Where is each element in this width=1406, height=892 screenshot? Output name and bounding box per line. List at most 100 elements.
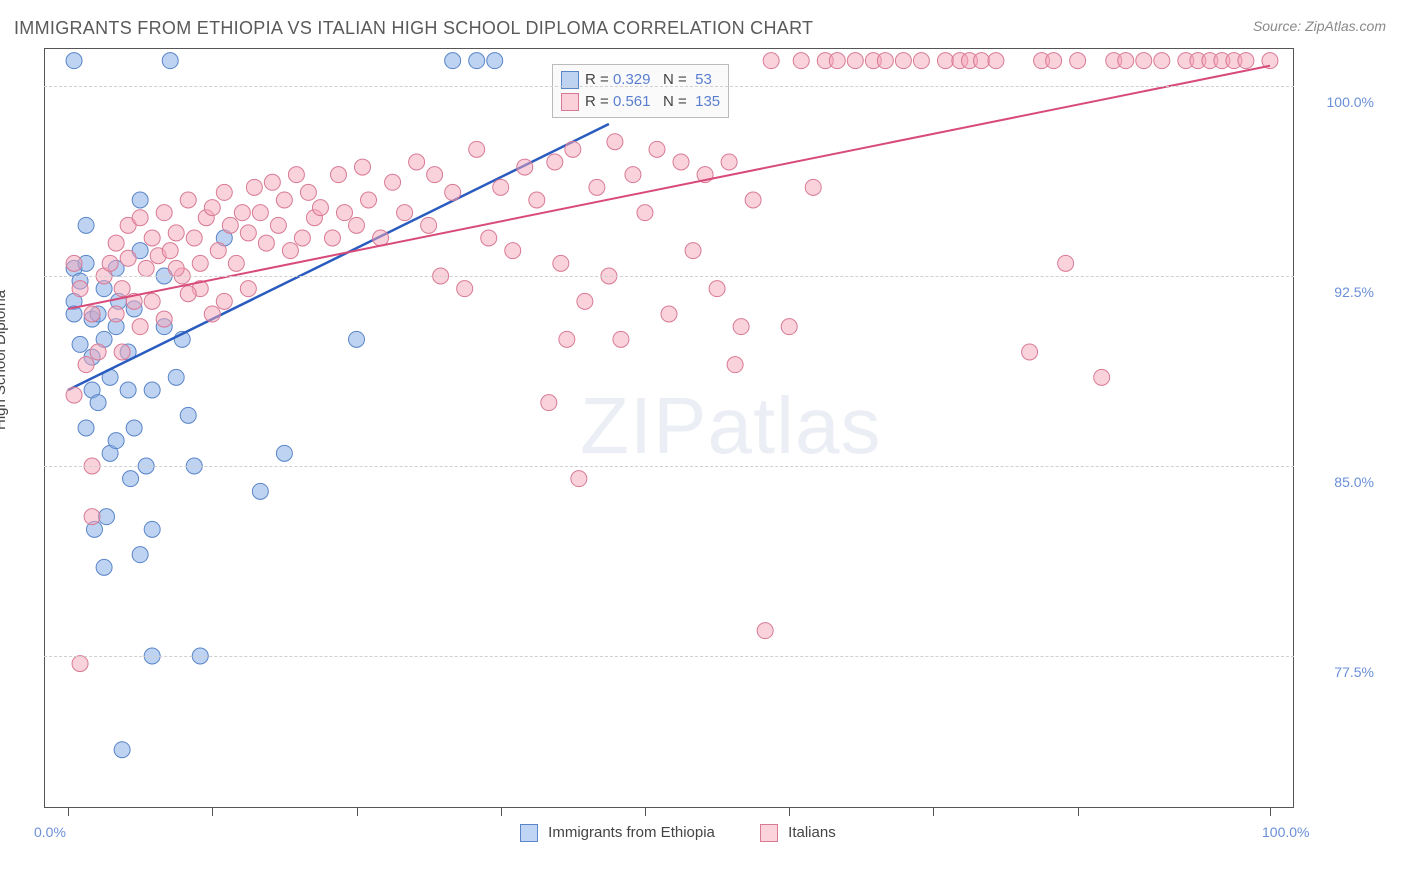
data-point bbox=[637, 205, 653, 221]
data-point bbox=[469, 53, 485, 69]
x-tick bbox=[645, 808, 646, 816]
data-point bbox=[138, 260, 154, 276]
data-point bbox=[829, 53, 845, 69]
data-point bbox=[132, 192, 148, 208]
data-point bbox=[216, 293, 232, 309]
data-point bbox=[276, 192, 292, 208]
data-point bbox=[1238, 53, 1254, 69]
data-point bbox=[72, 336, 88, 352]
data-point bbox=[114, 344, 130, 360]
data-point bbox=[144, 521, 160, 537]
data-point bbox=[349, 331, 365, 347]
data-point bbox=[78, 217, 94, 233]
data-point bbox=[409, 154, 425, 170]
legend-swatch-2 bbox=[760, 824, 778, 842]
data-point bbox=[877, 53, 893, 69]
data-point bbox=[324, 230, 340, 246]
data-point bbox=[793, 53, 809, 69]
data-point bbox=[300, 184, 316, 200]
grid-line bbox=[44, 86, 1294, 87]
data-point bbox=[132, 547, 148, 563]
data-point bbox=[99, 509, 115, 525]
grid-line bbox=[44, 466, 1294, 467]
data-point bbox=[102, 255, 118, 271]
data-point bbox=[1094, 369, 1110, 385]
data-point bbox=[649, 141, 665, 157]
data-point bbox=[168, 225, 184, 241]
data-point bbox=[90, 395, 106, 411]
scatter-plot-svg bbox=[44, 48, 1294, 808]
data-point bbox=[78, 357, 94, 373]
x-tick bbox=[357, 808, 358, 816]
x-tick-min: 0.0% bbox=[34, 824, 66, 840]
data-point bbox=[625, 167, 641, 183]
data-point bbox=[481, 230, 497, 246]
data-point bbox=[757, 623, 773, 639]
data-point bbox=[685, 243, 701, 259]
data-point bbox=[895, 53, 911, 69]
data-point bbox=[186, 230, 202, 246]
data-point bbox=[180, 192, 196, 208]
data-point bbox=[270, 217, 286, 233]
data-point bbox=[589, 179, 605, 195]
data-point bbox=[144, 382, 160, 398]
data-point bbox=[781, 319, 797, 335]
data-point bbox=[571, 471, 587, 487]
data-point bbox=[180, 286, 196, 302]
data-point bbox=[123, 471, 139, 487]
data-point bbox=[1046, 53, 1062, 69]
data-point bbox=[168, 260, 184, 276]
legend-swatch-1 bbox=[520, 824, 538, 842]
data-point bbox=[457, 281, 473, 297]
data-point bbox=[66, 53, 82, 69]
data-point bbox=[216, 184, 232, 200]
series-legend-2: Italians bbox=[760, 824, 836, 842]
legend-label-2: Italians bbox=[788, 824, 836, 841]
data-point bbox=[144, 230, 160, 246]
y-tick-label: 77.5% bbox=[1304, 664, 1374, 680]
y-axis-label: High School Diploma bbox=[0, 290, 9, 430]
data-point bbox=[427, 167, 443, 183]
data-point bbox=[336, 205, 352, 221]
data-point bbox=[709, 281, 725, 297]
data-point bbox=[577, 293, 593, 309]
data-point bbox=[84, 306, 100, 322]
data-point bbox=[66, 255, 82, 271]
data-point bbox=[727, 357, 743, 373]
data-point bbox=[988, 53, 1004, 69]
data-point bbox=[1136, 53, 1152, 69]
data-point bbox=[168, 369, 184, 385]
data-point bbox=[240, 225, 256, 241]
data-point bbox=[288, 167, 304, 183]
data-point bbox=[144, 293, 160, 309]
data-point bbox=[126, 420, 142, 436]
legend-label-1: Immigrants from Ethiopia bbox=[548, 824, 715, 841]
data-point bbox=[445, 184, 461, 200]
x-tick bbox=[68, 808, 69, 816]
data-point bbox=[721, 154, 737, 170]
data-point bbox=[246, 179, 262, 195]
data-point bbox=[565, 141, 581, 157]
data-point bbox=[349, 217, 365, 233]
data-point bbox=[661, 306, 677, 322]
x-tick bbox=[1078, 808, 1079, 816]
x-tick bbox=[933, 808, 934, 816]
data-point bbox=[529, 192, 545, 208]
data-point bbox=[222, 217, 238, 233]
data-point bbox=[355, 159, 371, 175]
data-point bbox=[613, 331, 629, 347]
data-point bbox=[78, 420, 94, 436]
data-point bbox=[108, 433, 124, 449]
data-point bbox=[517, 159, 533, 175]
source-credit: Source: ZipAtlas.com bbox=[1253, 18, 1386, 34]
data-point bbox=[204, 306, 220, 322]
x-tick bbox=[501, 808, 502, 816]
data-point bbox=[180, 407, 196, 423]
data-point bbox=[505, 243, 521, 259]
data-point bbox=[1154, 53, 1170, 69]
series-legend-1: Immigrants from Ethiopia bbox=[520, 824, 715, 842]
data-point bbox=[607, 134, 623, 150]
y-tick-label: 92.5% bbox=[1304, 284, 1374, 300]
data-point bbox=[1070, 53, 1086, 69]
data-point bbox=[72, 281, 88, 297]
